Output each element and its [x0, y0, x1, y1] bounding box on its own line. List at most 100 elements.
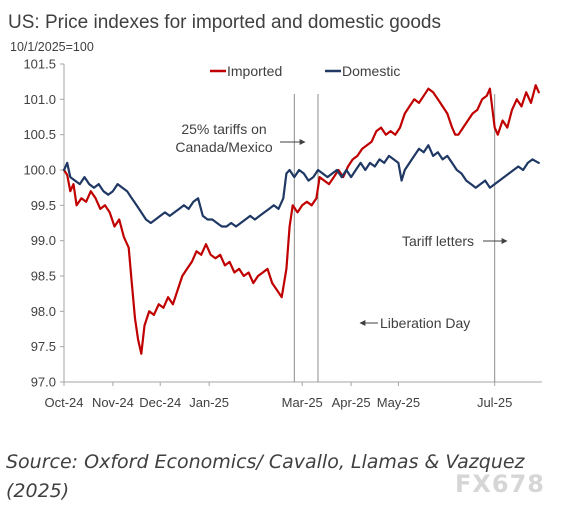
data-point-domestic	[397, 162, 399, 164]
data-point-imported	[177, 289, 179, 291]
data-point-imported	[167, 296, 169, 298]
data-point-domestic	[331, 172, 333, 175]
data-point-imported	[248, 271, 250, 274]
data-point-imported	[319, 176, 321, 178]
data-point-domestic	[164, 211, 166, 213]
data-point-domestic	[401, 180, 403, 182]
data-point-domestic	[83, 176, 86, 178]
data-point-imported	[502, 119, 504, 122]
data-point-imported	[489, 88, 491, 90]
data-point-domestic	[88, 183, 90, 185]
data-point-domestic	[216, 222, 218, 224]
data-point-domestic	[282, 197, 284, 199]
data-point-imported	[437, 98, 439, 100]
data-point-imported	[281, 296, 283, 298]
data-point-imported	[347, 165, 349, 168]
data-point-imported	[385, 134, 387, 136]
data-point-imported	[90, 190, 92, 192]
data-point-imported	[530, 102, 532, 104]
data-point-domestic	[268, 208, 270, 210]
data-point-domestic	[140, 211, 142, 213]
data-point-domestic	[378, 158, 381, 160]
data-point-domestic	[437, 151, 439, 153]
y-tick-label: 98.0	[31, 304, 56, 319]
data-point-imported	[301, 204, 303, 206]
data-point-imported	[210, 254, 212, 256]
data-point-imported	[366, 144, 368, 146]
data-point-imported	[520, 105, 523, 107]
data-point-imported	[371, 141, 373, 143]
y-tick-label: 99.5	[31, 198, 56, 213]
data-point-domestic	[517, 165, 519, 168]
data-point-imported	[333, 176, 335, 178]
data-point-imported	[200, 254, 202, 256]
data-point-domestic	[131, 197, 133, 199]
data-point-imported	[195, 250, 198, 252]
data-point-domestic	[383, 162, 385, 164]
data-point-imported	[472, 112, 474, 115]
data-point-imported	[162, 307, 164, 309]
data-point-imported	[462, 127, 464, 129]
data-point-domestic	[470, 183, 472, 185]
data-point-imported	[214, 257, 216, 259]
data-point-domestic	[169, 215, 171, 217]
data-point-imported	[233, 271, 235, 274]
data-point-domestic	[225, 225, 228, 228]
data-point-imported	[109, 211, 111, 213]
chart-title: US: Price indexes for imported and domes…	[8, 12, 441, 33]
data-point-domestic	[312, 176, 314, 178]
data-point-domestic	[508, 172, 510, 175]
data-point-domestic	[322, 172, 324, 175]
y-tick-label: 98.5	[31, 269, 56, 284]
data-point-imported	[69, 190, 71, 192]
y-tick-label: 97.0	[31, 375, 56, 390]
x-tick-label: Mar-25	[282, 395, 323, 410]
watermark-logo: FX678	[455, 470, 545, 498]
data-point-domestic	[259, 215, 261, 217]
data-point-imported	[181, 275, 183, 277]
data-point-domestic	[538, 162, 540, 164]
data-point-imported	[390, 130, 392, 132]
data-point-imported	[328, 183, 330, 185]
data-point-imported	[380, 127, 382, 129]
legend-label-domestic: Domestic	[342, 63, 400, 79]
data-point-domestic	[442, 158, 444, 160]
data-point-domestic	[374, 165, 376, 168]
data-point-domestic	[98, 183, 100, 185]
data-point-domestic	[69, 176, 71, 178]
data-point-domestic	[154, 218, 157, 221]
data-point-imported	[494, 127, 496, 129]
data-point-domestic	[285, 172, 287, 175]
data-point-imported	[271, 282, 273, 284]
data-point-domestic	[293, 176, 295, 178]
annotation-line: Canada/Mexico	[175, 139, 272, 155]
data-point-imported	[229, 261, 231, 263]
chart-subtitle: 10/1/2025=100	[10, 40, 94, 54]
x-tick-label: Jan-25	[189, 395, 229, 410]
data-point-domestic	[263, 211, 265, 213]
data-point-imported	[399, 127, 401, 129]
data-point-imported	[454, 134, 456, 136]
data-point-domestic	[244, 218, 246, 221]
data-point-imported	[80, 197, 82, 199]
data-point-domestic	[207, 218, 209, 221]
data-point-imported	[131, 282, 133, 284]
data-point-domestic	[117, 183, 119, 185]
data-point-imported	[76, 204, 78, 206]
data-point-domestic	[188, 208, 190, 210]
data-point-domestic	[364, 169, 366, 171]
annotation-text: Tariff letters	[402, 233, 474, 249]
data-point-domestic	[460, 172, 463, 175]
x-tick-label: Apr-25	[332, 395, 371, 410]
data-point-domestic	[136, 204, 138, 206]
data-point-domestic	[360, 162, 362, 164]
y-tick-label: 97.5	[31, 339, 56, 354]
data-point-domestic	[423, 151, 425, 153]
annotation-line: Tariff letters	[402, 233, 474, 249]
data-point-domestic	[513, 169, 515, 171]
data-point-domestic	[221, 225, 223, 228]
data-point-domestic	[479, 183, 482, 185]
data-point-domestic	[121, 187, 123, 189]
source-note: Source: Oxford Economics/ Cavallo, Llama…	[6, 451, 525, 502]
data-point-domestic	[336, 169, 338, 171]
